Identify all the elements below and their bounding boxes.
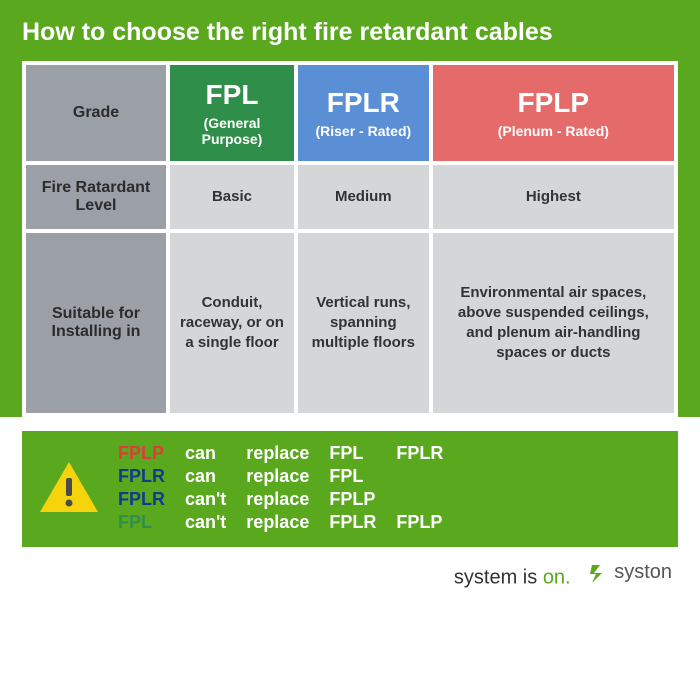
rule-word: replace xyxy=(246,489,309,510)
col-subtitle: (General Purpose) xyxy=(178,115,286,147)
footer-logo: syston xyxy=(586,561,672,584)
rule-word: replace xyxy=(246,466,309,487)
rule-subject: FPL xyxy=(118,512,165,533)
logo-icon xyxy=(586,562,608,584)
comparison-table-wrap: Grade FPL (General Purpose) FPLR (Riser … xyxy=(0,61,700,417)
row-label-grade: Grade xyxy=(26,65,166,161)
rule-verb: can xyxy=(185,466,226,487)
rule-target-2: FPLR xyxy=(396,443,443,464)
cell-suitable-fplp: Environmental air spaces, above suspende… xyxy=(433,233,674,413)
col-subtitle: (Plenum - Rated) xyxy=(441,123,666,139)
col-code: FPL xyxy=(178,79,286,111)
cell-level-fplp: Highest xyxy=(433,165,674,229)
replacement-rules-bar: FPLPcanreplaceFPLFPLRFPLRcanreplaceFPLFP… xyxy=(22,431,678,547)
rule-target-1: FPL xyxy=(329,466,376,487)
rule-verb: can't xyxy=(185,489,226,510)
rule-word: replace xyxy=(246,443,309,464)
warning-icon xyxy=(38,460,100,516)
rule-subject: FPLR xyxy=(118,489,165,510)
rule-verb: can't xyxy=(185,512,226,533)
table-row-header: Grade FPL (General Purpose) FPLR (Riser … xyxy=(26,65,674,161)
rule-target-2: FPLP xyxy=(396,512,443,533)
rule-target-1: FPL xyxy=(329,443,376,464)
footer: system is on. syston xyxy=(0,551,700,590)
col-header-fplp: FPLP (Plenum - Rated) xyxy=(433,65,674,161)
rule-subject: FPLR xyxy=(118,466,165,487)
cell-suitable-fpl: Conduit, raceway, or on a single floor xyxy=(170,233,294,413)
rule-target-1: FPLR xyxy=(329,512,376,533)
col-subtitle: (Riser - Rated) xyxy=(306,123,421,139)
comparison-table: Grade FPL (General Purpose) FPLR (Riser … xyxy=(22,61,678,417)
header: How to choose the right fire retardant c… xyxy=(0,0,700,61)
col-header-fplr: FPLR (Riser - Rated) xyxy=(298,65,429,161)
footer-brand: syston xyxy=(614,561,672,584)
col-code: FPLR xyxy=(306,87,421,119)
table-row-level: Fire Ratardant Level Basic Medium Highes… xyxy=(26,165,674,229)
footer-text-a: system is xyxy=(454,567,543,589)
col-code: FPLP xyxy=(441,87,666,119)
row-label-suitable: Suitable for Installing in xyxy=(26,233,166,413)
rule-target-1: FPLP xyxy=(329,489,376,510)
rule-word: replace xyxy=(246,512,309,533)
cell-level-fpl: Basic xyxy=(170,165,294,229)
row-label-level: Fire Ratardant Level xyxy=(26,165,166,229)
col-header-fpl: FPL (General Purpose) xyxy=(170,65,294,161)
rule-subject: FPLP xyxy=(118,443,165,464)
footer-text-b: on. xyxy=(543,567,571,589)
table-row-suitable: Suitable for Installing in Conduit, race… xyxy=(26,233,674,413)
rules-grid: FPLPcanreplaceFPLFPLRFPLRcanreplaceFPLFP… xyxy=(118,443,443,533)
cell-suitable-fplr: Vertical runs, spanning multiple floors xyxy=(298,233,429,413)
cell-level-fplr: Medium xyxy=(298,165,429,229)
rule-verb: can xyxy=(185,443,226,464)
page-title: How to choose the right fire retardant c… xyxy=(22,18,678,47)
